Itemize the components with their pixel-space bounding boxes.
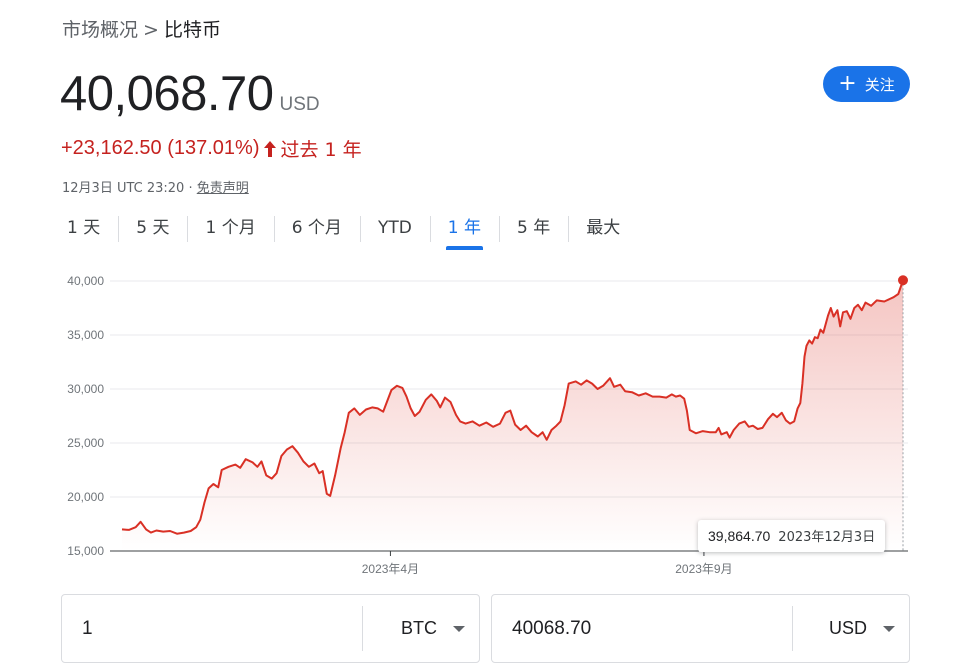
tab-1-year[interactable]: 1 年 — [429, 212, 499, 250]
to-currency-label: USD — [828, 618, 867, 638]
tab-max[interactable]: 最大 — [568, 212, 638, 244]
price-area-fill — [122, 280, 903, 551]
tab-6-month[interactable]: 6 个月 — [273, 212, 360, 244]
tooltip-value: 39,864.70 — [708, 528, 771, 544]
time-range-tabs: 1 天 5 天 1 个月 6 个月 YTD 1 年 5 年 最大 — [49, 212, 638, 250]
follow-button-label: 关注 — [864, 75, 895, 94]
x-tick-label: 2023年4月 — [362, 562, 419, 576]
hover-tooltip: 39,864.70 2023年12月3日 — [698, 520, 886, 552]
change-period: 过去 1 年 — [280, 139, 362, 161]
meta-separator: · — [188, 181, 193, 196]
y-tick-label: 35,000 — [67, 328, 104, 342]
tab-5-year[interactable]: 5 年 — [499, 212, 568, 244]
breadcrumb-market-overview[interactable]: 市场概况 — [62, 19, 139, 41]
breadcrumb-separator: > — [143, 19, 159, 41]
from-amount-input[interactable]: 1 — [82, 618, 93, 639]
breadcrumb-current: 比特币 — [163, 19, 221, 41]
price-row: 40,068.70 USD — [60, 66, 320, 122]
plus-icon: + — [838, 71, 857, 96]
latest-price-dot — [898, 275, 908, 286]
x-tick-label: 2023年9月 — [675, 562, 732, 576]
converter-to: 40068.70 USD — [491, 594, 910, 663]
arrow-up-icon — [263, 140, 276, 157]
quote-timestamp: 12月3日 UTC 23:20 — [62, 181, 185, 196]
tab-5-day[interactable]: 5 天 — [118, 212, 187, 244]
caret-down-icon — [453, 625, 465, 632]
tab-ytd[interactable]: YTD — [359, 212, 430, 244]
tab-1-month[interactable]: 1 个月 — [187, 212, 273, 244]
y-tick-label: 15,000 — [67, 544, 104, 558]
to-currency-select[interactable]: USD — [793, 595, 909, 662]
quote-meta: 12月3日 UTC 23:20 · 免责声明 — [62, 177, 249, 196]
from-currency-select[interactable]: BTC — [363, 595, 479, 662]
follow-button[interactable]: + 关注 — [823, 66, 910, 102]
converter-divider — [362, 606, 363, 651]
price-chart[interactable]: 15,000 20,000 25,000 30,000 35,000 40,000 202… — [0, 262, 960, 582]
converter-from: 1 BTC — [61, 594, 480, 663]
breadcrumb: 市场概况 > 比特币 — [62, 15, 221, 42]
y-tick-label: 20,000 — [67, 490, 104, 504]
tooltip-date: 2023年12月3日 — [778, 530, 876, 545]
converter-divider — [792, 606, 793, 651]
current-price: 40,068.70 — [60, 67, 274, 121]
price-change-row: +23,162.50 (137.01%) 过去 1 年 — [61, 135, 362, 162]
tab-1-day[interactable]: 1 天 — [67, 218, 101, 238]
caret-down-icon — [883, 625, 895, 632]
x-axis: 2023年4月 2023年9月 — [362, 551, 733, 576]
y-axis-labels: 15,000 20,000 25,000 30,000 35,000 40,000 — [67, 274, 104, 558]
disclaimer-link[interactable]: 免责声明 — [196, 181, 249, 196]
y-tick-label: 30,000 — [67, 382, 104, 396]
from-currency-label: BTC — [401, 618, 437, 638]
price-series-line — [121, 279, 904, 535]
y-tick-label: 40,000 — [67, 274, 104, 288]
to-amount-input[interactable]: 40068.70 — [512, 618, 592, 639]
y-tick-label: 25,000 — [67, 436, 104, 450]
price-currency: USD — [279, 94, 320, 115]
price-change: +23,162.50 (137.01%) — [61, 137, 260, 159]
